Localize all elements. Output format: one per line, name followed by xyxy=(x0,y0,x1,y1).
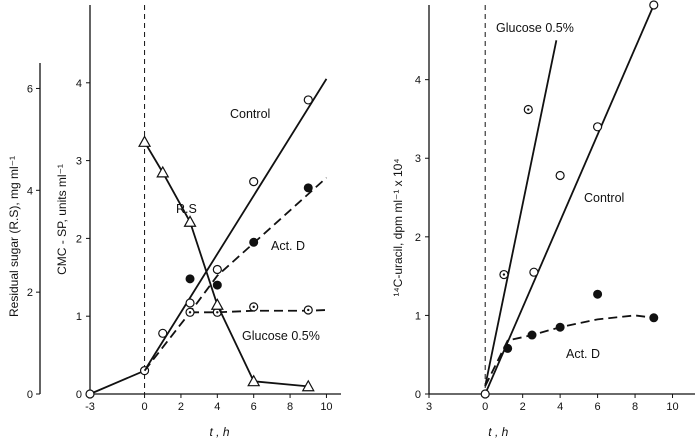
x-tick-label: 4 xyxy=(557,401,563,413)
data-point-control xyxy=(529,267,539,277)
y-tick-label: 3 xyxy=(415,153,421,165)
y-axis-label: CMC - SP, units ml⁻¹ xyxy=(55,164,69,275)
data-point-control xyxy=(480,389,490,399)
x-tick-label: 8 xyxy=(287,401,293,413)
data-point-glucose-0-5--dot xyxy=(307,308,310,312)
data-point-act-d xyxy=(649,313,659,323)
y2-tick-label: 6 xyxy=(27,83,33,95)
y2-axis-label: Residual sugar (R.S), mg ml⁻¹ xyxy=(7,156,21,317)
x-axis-label: t , h xyxy=(209,425,229,439)
series-annotation: Act. D xyxy=(566,347,600,361)
data-point-glucose-0-5--dot xyxy=(252,305,255,309)
data-point-control xyxy=(592,122,603,132)
x-tick-label: 10 xyxy=(320,401,332,413)
x-tick-label: 0 xyxy=(142,401,148,413)
data-point-control xyxy=(212,264,222,275)
x-tick-label: 10 xyxy=(666,401,678,413)
series-annotation: Control xyxy=(230,107,270,121)
y-tick-label: 4 xyxy=(415,75,421,87)
data-point-r-s xyxy=(156,165,170,178)
data-point-control xyxy=(85,389,95,399)
data-point-glucose-0-5--dot xyxy=(527,108,530,111)
y-tick-label: 0 xyxy=(415,389,421,401)
data-point-r-s xyxy=(183,215,197,227)
y-tick-label: 2 xyxy=(415,232,421,244)
data-point-r-s xyxy=(301,379,315,392)
y-tick-label: 4 xyxy=(76,78,82,90)
y-tick-label: 1 xyxy=(415,310,421,322)
data-point-act-d xyxy=(503,343,513,353)
y-axis-label: ¹⁴C-uracil, dpm ml⁻¹ x 10⁴ xyxy=(391,159,405,297)
y2-tick-label: 2 xyxy=(27,287,33,299)
data-point-glucose-0-5--dot xyxy=(216,311,219,314)
x-axis-label: t , h xyxy=(488,425,508,439)
x-tick-label: 4 xyxy=(214,401,220,413)
data-point-act-d xyxy=(555,322,565,332)
data-point-act-d xyxy=(212,280,222,290)
y-tick-label: 2 xyxy=(76,233,82,245)
series-line-control xyxy=(484,4,655,395)
data-point-glucose-0-5--dot xyxy=(502,273,506,276)
y2-tick-label: 4 xyxy=(27,185,33,197)
data-point-r-s xyxy=(210,298,224,310)
series-line-r-s xyxy=(143,141,309,388)
series-annotation: R.S xyxy=(176,202,197,216)
series-line-glucose-0-5- xyxy=(484,40,558,387)
series-annotation: Glucose 0.5% xyxy=(242,329,320,343)
data-point-r-s xyxy=(247,374,261,387)
series-annotation: Glucose 0.5% xyxy=(496,21,574,35)
x-tick-label: 0 xyxy=(482,401,488,413)
x-tick-label: 3 xyxy=(426,401,432,413)
data-point-control xyxy=(158,328,168,338)
x-tick-label: -3 xyxy=(85,401,95,413)
x-tick-label: 2 xyxy=(178,401,184,413)
data-point-control xyxy=(185,298,195,308)
x-tick-label: 2 xyxy=(520,401,526,413)
data-point-act-d xyxy=(593,289,603,299)
x-tick-label: 8 xyxy=(632,401,638,413)
data-point-glucose-0-5--dot xyxy=(188,311,192,314)
data-point-act-d xyxy=(185,274,195,284)
x-tick-label: 6 xyxy=(251,401,257,413)
data-point-control xyxy=(555,170,565,181)
series-line-act-d xyxy=(143,177,328,372)
x-tick-label: 6 xyxy=(595,401,601,413)
data-point-control xyxy=(303,95,313,105)
data-point-act-d xyxy=(527,330,537,340)
data-point-control xyxy=(249,177,259,187)
data-point-act-d xyxy=(303,183,313,193)
y-tick-label: 0 xyxy=(76,389,82,401)
series-line-control xyxy=(89,78,328,395)
series-annotation: Control xyxy=(584,191,624,205)
y-tick-label: 3 xyxy=(76,156,82,168)
series-annotation: Act. D xyxy=(271,239,305,253)
y2-tick-label: 0 xyxy=(27,389,33,401)
data-point-act-d xyxy=(249,237,259,247)
data-point-control xyxy=(649,0,659,10)
y-tick-label: 1 xyxy=(76,311,82,323)
data-point-r-s xyxy=(138,135,152,147)
